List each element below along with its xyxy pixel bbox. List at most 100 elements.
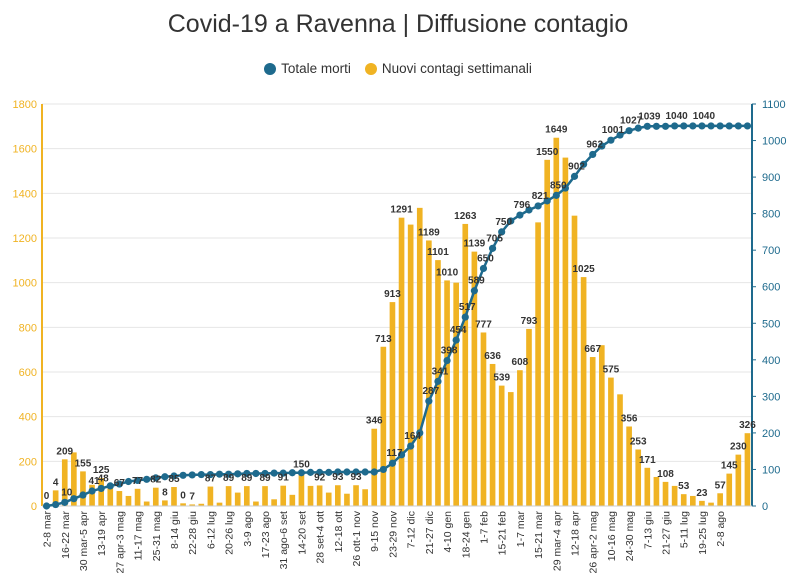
line-point: [470, 287, 478, 295]
line-point: [133, 476, 142, 485]
bar: [89, 484, 95, 506]
x-tick-label: 9-15 nov: [369, 510, 381, 552]
x-tick-label: 7-12 dic: [406, 511, 418, 548]
bar-data-label: 108: [657, 469, 674, 480]
bar: [608, 377, 614, 506]
line-point: [397, 451, 406, 459]
line-point: [716, 122, 724, 130]
line-point: [288, 469, 296, 477]
line-point: [643, 122, 651, 130]
line-point: [525, 206, 533, 214]
bar: [580, 277, 587, 506]
x-tick-label: 4-10 gen: [442, 511, 454, 553]
line-point: [661, 122, 670, 130]
x-tick-label: 3-9 ago: [242, 511, 254, 547]
y-tick-label-right: 900: [762, 172, 780, 184]
legend-item-totale-morti[interactable]: Totale morti: [264, 61, 351, 76]
bar: [471, 251, 478, 506]
bar: [526, 328, 532, 506]
y-tick-label-right: 700: [762, 245, 780, 257]
x-tick-label: 21-27 giu: [661, 511, 673, 555]
line-data-label: 287: [423, 386, 440, 397]
y-tick-label-left: 1800: [13, 99, 37, 111]
line-data-label: 1040: [666, 111, 689, 122]
line-point: [352, 468, 360, 476]
line-point: [316, 468, 324, 476]
bar: [717, 493, 723, 506]
y-tick-label-left: 600: [19, 367, 37, 379]
bar: [180, 503, 186, 506]
line-point: [689, 122, 697, 130]
line-point: [115, 480, 123, 488]
x-tick-label: 18-24 gen: [460, 511, 472, 558]
line-point: [580, 160, 588, 168]
bar: [671, 485, 678, 506]
bar-data-label: 155: [75, 458, 92, 469]
bar-data-label: 0: [44, 491, 50, 502]
line-point: [252, 469, 260, 478]
line-point: [188, 471, 196, 479]
line-point: [707, 122, 715, 130]
line-point: [161, 473, 169, 481]
x-tick-label: 17-23 ago: [260, 511, 272, 558]
line-point: [297, 469, 306, 477]
y-tick-label-left: 0: [31, 501, 37, 513]
line-point: [88, 487, 96, 495]
line-data-label: 796: [514, 200, 531, 211]
bar: [198, 503, 205, 506]
bar-data-label: 8: [162, 487, 168, 498]
bar: [116, 491, 123, 506]
bar: [325, 492, 332, 506]
x-tick-label: 14-20 set: [296, 511, 308, 555]
x-tick-label: 29 mar-4 apr: [551, 510, 563, 571]
bar: [644, 467, 651, 506]
y-tick-label-right: 600: [762, 282, 780, 294]
x-tick-label: 30 mar-5 apr: [78, 510, 90, 571]
x-tick-label: 6-12 lug: [205, 511, 217, 549]
x-tick-label: 31 ago-6 set: [278, 511, 290, 569]
bar: [134, 488, 141, 506]
line-point: [343, 468, 351, 476]
x-tick-label: 24-30 mag: [624, 511, 636, 561]
bar: [80, 471, 86, 506]
line-point: [97, 484, 105, 493]
line-data-label: 850: [550, 180, 567, 191]
bar-data-label: 1025: [572, 264, 595, 275]
bar-data-label: 82: [150, 475, 162, 486]
legend-item-nuovi-contagi[interactable]: Nuovi contagi settimanali: [364, 61, 532, 76]
bar: [289, 494, 296, 506]
line-point: [334, 468, 342, 476]
bar: [589, 357, 596, 506]
bar-data-label: 125: [93, 465, 110, 476]
x-tick-label: 12-18 ott: [333, 511, 345, 553]
line-point: [379, 465, 387, 474]
bar: [152, 487, 159, 506]
bar-data-label: 93: [350, 472, 362, 483]
x-tick-label: 2-8 mar: [42, 511, 54, 548]
y-tick-label-left: 1600: [13, 144, 37, 156]
line-point: [479, 264, 488, 273]
line-point: [270, 469, 278, 477]
bar: [690, 495, 696, 506]
y-tick-label-left: 1400: [13, 188, 37, 200]
line-data-label: 10: [61, 487, 73, 498]
bar: [162, 500, 168, 506]
line-point: [652, 122, 661, 130]
line-data-label: 48: [98, 473, 110, 484]
line-point: [698, 122, 706, 130]
line-data-label: 650: [477, 253, 494, 264]
bar-data-label: 85: [168, 474, 180, 485]
bar-data-label: 1550: [536, 147, 559, 158]
bar-data-label: 1101: [427, 247, 449, 258]
line-point: [552, 191, 560, 199]
line-point: [443, 356, 451, 365]
bar-data-label: 356: [621, 413, 638, 424]
bar-data-label: 575: [603, 365, 620, 376]
y-tick-label-left: 1000: [13, 278, 37, 290]
bar: [598, 345, 605, 506]
y-tick-label-right: 0: [762, 501, 768, 513]
y-tick-label-right: 1100: [762, 99, 786, 111]
line-point: [143, 475, 151, 483]
line-point: [543, 197, 551, 205]
line-data-label: 902: [568, 161, 585, 172]
